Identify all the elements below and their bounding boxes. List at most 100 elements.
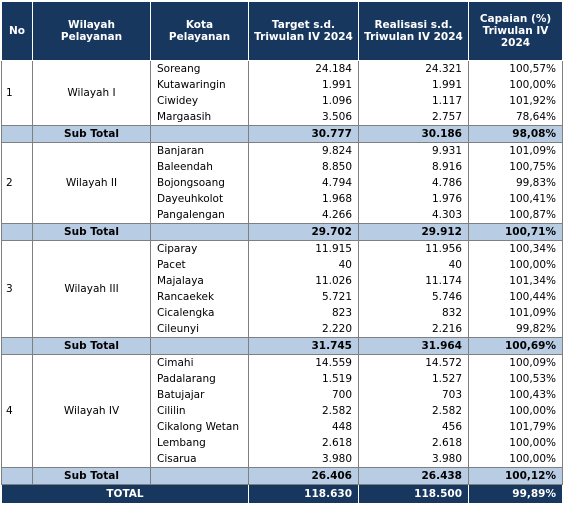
data-row: Pangalengan 4.266 4.303 100,87% xyxy=(2,207,563,224)
value: 2.618 xyxy=(358,435,469,451)
data-row: Baleendah 8.850 8.916 100,75% xyxy=(2,159,563,175)
subtotal-label: Sub Total xyxy=(32,337,151,355)
city: Kutawaringin xyxy=(150,77,249,93)
data-row: Bojongsoang 4.794 4.786 99,83% xyxy=(2,175,563,191)
value: 78,64% xyxy=(468,109,563,126)
value: 100,34% xyxy=(468,240,563,257)
value: 1.968 xyxy=(248,191,359,207)
group-no: 3 xyxy=(1,240,33,338)
value: 448 xyxy=(248,419,359,435)
value: 100,00% xyxy=(468,77,563,93)
value: 100,43% xyxy=(468,387,563,403)
value: 101,09% xyxy=(468,142,563,159)
total-value: 118.500 xyxy=(358,484,469,504)
city: Cikalong Wetan xyxy=(150,419,249,435)
value: 3.506 xyxy=(248,109,359,126)
total-row: TOTAL 118.630 118.500 99,89% xyxy=(1,484,563,504)
data-row: Kutawaringin 1.991 1.991 100,00% xyxy=(2,77,563,93)
data-row: 3 Wilayah III Ciparay 11.915 11.956 100,34% xyxy=(1,240,563,338)
blank-cell xyxy=(1,337,33,355)
value: 100,87% xyxy=(468,207,563,224)
data-row: 4 Wilayah IV Cimahi 14.559 14.572 100,09% xyxy=(1,354,563,468)
data-row: Cikalong Wetan 448 456 101,79% xyxy=(2,419,563,435)
value: 100,53% xyxy=(468,371,563,387)
value: 1.991 xyxy=(358,77,469,93)
city: Banjaran xyxy=(150,142,249,159)
value: 2.216 xyxy=(358,321,469,338)
value: 100,00% xyxy=(468,435,563,451)
subtotal-value: 31.745 xyxy=(248,337,359,355)
data-row: Padalarang 1.519 1.527 100,53% xyxy=(2,371,563,387)
value: 2.582 xyxy=(358,403,469,419)
value: 14.572 xyxy=(358,354,469,371)
value: 2.757 xyxy=(358,109,469,126)
subtotal-value: 26.406 xyxy=(248,467,359,485)
value: 4.786 xyxy=(358,175,469,191)
value: 703 xyxy=(358,387,469,403)
value: 99,82% xyxy=(468,321,563,338)
value: 1.527 xyxy=(358,371,469,387)
data-row: Cisarua 3.980 3.980 100,00% xyxy=(2,451,563,468)
data-row: Cililin 2.582 2.582 100,00% xyxy=(2,403,563,419)
subtotal-label: Sub Total xyxy=(32,467,151,485)
blank-cell xyxy=(150,337,249,355)
value: 4.266 xyxy=(248,207,359,224)
value: 2.582 xyxy=(248,403,359,419)
subtotal-value: 98,08% xyxy=(468,125,563,143)
value: 4.794 xyxy=(248,175,359,191)
header-row: No Wilayah Pelayanan Kota Pelayanan Target … xyxy=(1,1,563,61)
value: 9.931 xyxy=(358,142,469,159)
value: 11.026 xyxy=(248,273,359,289)
city: Batujajar xyxy=(150,387,249,403)
city: Pangalengan xyxy=(150,207,249,224)
value: 101,79% xyxy=(468,419,563,435)
header-cell: Wilayah Pelayanan xyxy=(32,1,151,61)
subtotal-value: 100,12% xyxy=(468,467,563,485)
value: 4.303 xyxy=(358,207,469,224)
value: 456 xyxy=(358,419,469,435)
subtotal-value: 29.912 xyxy=(358,223,469,241)
total-value: 99,89% xyxy=(468,484,563,504)
value: 1.519 xyxy=(248,371,359,387)
city: Padalarang xyxy=(150,371,249,387)
subtotal-value: 100,71% xyxy=(468,223,563,241)
value: 1.991 xyxy=(248,77,359,93)
value: 100,75% xyxy=(468,159,563,175)
city: Ciparay xyxy=(150,240,249,257)
value: 99,83% xyxy=(468,175,563,191)
value: 40 xyxy=(248,257,359,273)
city: Cililin xyxy=(150,403,249,419)
value: 1.096 xyxy=(248,93,359,109)
value: 100,09% xyxy=(468,354,563,371)
value: 3.980 xyxy=(248,451,359,468)
subtotal-value: 31.964 xyxy=(358,337,469,355)
value: 40 xyxy=(358,257,469,273)
value: 1.117 xyxy=(358,93,469,109)
subtotal-row: Sub Total 29.702 29.912 100,71% xyxy=(1,223,563,241)
blank-cell xyxy=(1,223,33,241)
value: 100,44% xyxy=(468,289,563,305)
city: Soreang xyxy=(150,60,249,77)
data-row: 1 Wilayah I Soreang 24.184 24.321 100,57% xyxy=(1,60,563,126)
blank-cell xyxy=(1,125,33,143)
value: 832 xyxy=(358,305,469,321)
city: Cileunyi xyxy=(150,321,249,338)
group-no: 1 xyxy=(1,60,33,126)
value: 823 xyxy=(248,305,359,321)
value: 8.916 xyxy=(358,159,469,175)
value: 3.980 xyxy=(358,451,469,468)
value: 101,09% xyxy=(468,305,563,321)
data-row: 2 Wilayah II Banjaran 9.824 9.931 101,09% xyxy=(1,142,563,224)
subtotal-value: 100,69% xyxy=(468,337,563,355)
total-label: TOTAL xyxy=(1,484,249,504)
value: 700 xyxy=(248,387,359,403)
city: Majalaya xyxy=(150,273,249,289)
city: Margaasih xyxy=(150,109,249,126)
city: Ciwidey xyxy=(150,93,249,109)
value: 24.321 xyxy=(358,60,469,77)
value: 101,92% xyxy=(468,93,563,109)
subtotal-value: 26.438 xyxy=(358,467,469,485)
value: 5.721 xyxy=(248,289,359,305)
group-wilayah: Wilayah IV xyxy=(32,354,151,468)
value: 100,00% xyxy=(468,403,563,419)
